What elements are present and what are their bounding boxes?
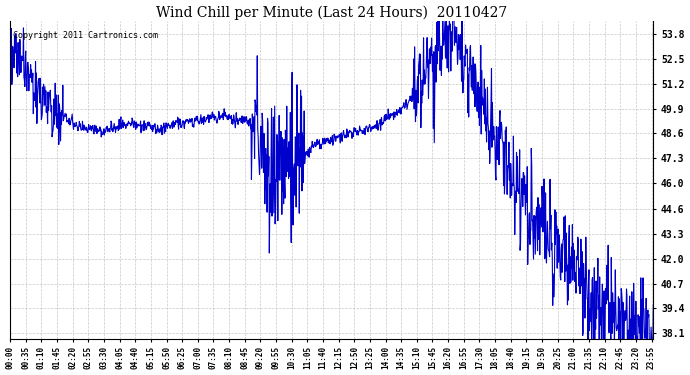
Title: Wind Chill per Minute (Last 24 Hours)  20110427: Wind Chill per Minute (Last 24 Hours) 20… <box>156 6 507 20</box>
Text: Copyright 2011 Cartronics.com: Copyright 2011 Cartronics.com <box>13 31 158 40</box>
